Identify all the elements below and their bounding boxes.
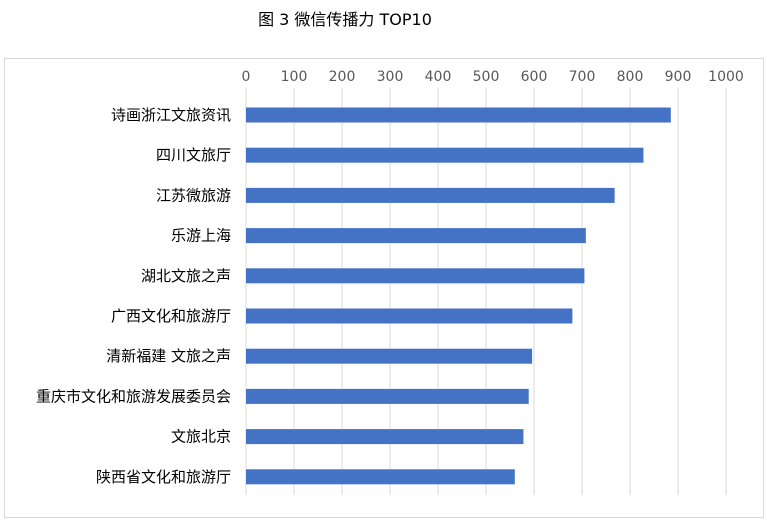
bar [246, 469, 515, 485]
category-label: 江苏微旅游 [156, 186, 231, 204]
category-label: 诗画浙江文旅资讯 [111, 106, 231, 124]
x-tick-label: 800 [617, 69, 644, 85]
category-label: 广西文化和旅游厅 [111, 307, 231, 325]
x-tick-label: 400 [425, 69, 452, 85]
chart-area [4, 58, 764, 518]
bar [246, 147, 644, 163]
bar [246, 107, 671, 123]
x-tick-label: 1000 [708, 69, 744, 85]
x-tick-label: 300 [377, 69, 404, 85]
bar [246, 268, 585, 284]
category-label: 湖北文旅之声 [141, 267, 231, 285]
x-axis-tick-labels: 0 100 200 300 400 500 600 700 800 900 1000 [242, 69, 744, 85]
x-tick-label: 100 [281, 69, 308, 85]
bar [246, 348, 533, 364]
bar [246, 388, 529, 404]
category-label: 重庆市文化和旅游发展委员会 [36, 387, 231, 405]
category-label: 四川文旅厅 [156, 146, 231, 164]
x-tick-label: 200 [329, 69, 356, 85]
bar [246, 429, 524, 445]
category-label: 清新福建 文旅之声 [106, 347, 231, 365]
bar [246, 308, 573, 324]
category-label: 文旅北京 [171, 428, 231, 446]
x-tick-label: 500 [473, 69, 500, 85]
figure-title: 图 3 微信传播力 TOP10 [258, 10, 432, 29]
category-label: 乐游上海 [171, 227, 231, 245]
bars [246, 107, 671, 485]
bar [246, 228, 586, 244]
category-label: 陕西省文化和旅游厅 [96, 468, 231, 486]
bar [246, 187, 615, 203]
x-tick-label: 0 [242, 69, 251, 85]
x-tick-label: 600 [521, 69, 548, 85]
x-tick-label: 700 [569, 69, 596, 85]
x-tick-label: 900 [665, 69, 692, 85]
category-labels: 诗画浙江文旅资讯四川文旅厅江苏微旅游乐游上海湖北文旅之声广西文化和旅游厅清新福建… [36, 106, 231, 486]
